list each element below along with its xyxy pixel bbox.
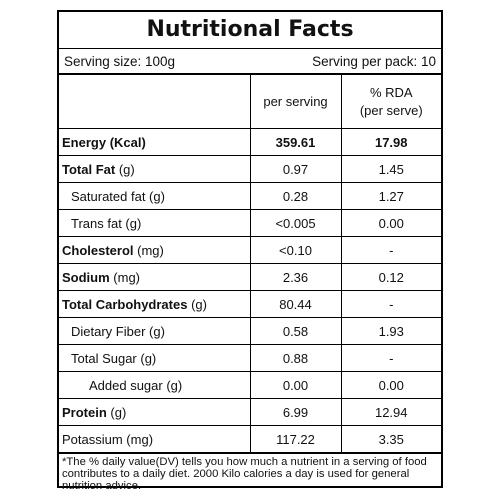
rda-value: 1.45 [340, 155, 441, 183]
nutrient-name: Cholesterol (mg) [59, 236, 251, 264]
table-row: Potassium (mg) 117.22 3.35 [59, 425, 441, 453]
nutrient-name: Potassium (mg) [59, 425, 251, 453]
header-rda: % RDA (per serve) [340, 75, 441, 129]
nutrient-name: Total Fat (g) [59, 155, 251, 183]
header-per-serving-label: per serving [263, 93, 328, 109]
rda-value: 17.98 [340, 128, 441, 156]
per-serving-value: 2.36 [249, 263, 342, 291]
rda-value: - [340, 236, 441, 264]
nutrient-name: Sodium (mg) [59, 263, 251, 291]
per-serving-value: 0.00 [249, 371, 342, 399]
rda-value: 1.93 [340, 317, 441, 345]
nutrient-name: Saturated fat (g) [59, 182, 251, 210]
serving-size: Serving size: 100g [64, 53, 176, 69]
per-serving-value: 0.28 [249, 182, 342, 210]
per-serving-value: 6.99 [249, 398, 342, 426]
rda-value: 12.94 [340, 398, 441, 426]
header-rda-line2: (per serve) [359, 102, 423, 118]
table-row: Total Carbohydrates (g) 80.44 - [59, 290, 441, 318]
nutrient-name: Energy (Kcal) [59, 128, 251, 156]
per-serving-value: <0.005 [249, 209, 342, 237]
table-row: Sodium (mg) 2.36 0.12 [59, 263, 441, 291]
nutrient-name: Trans fat (g) [59, 209, 251, 237]
per-serving-value: 359.61 [249, 128, 342, 156]
label-title: Nutritional Facts [59, 12, 441, 49]
nutrient-name: Added sugar (g) [59, 371, 251, 399]
nutrient-name: Protein (g) [59, 398, 251, 426]
nutrient-name: Total Carbohydrates (g) [59, 290, 251, 318]
nutrient-name: Total Sugar (g) [59, 344, 251, 372]
rda-value: 0.00 [340, 209, 441, 237]
nutrition-facts-label: Nutritional Facts Serving size: 100g Ser… [57, 10, 443, 492]
rda-value: - [340, 290, 441, 318]
footnote: *The % daily value(DV) tells you how muc… [59, 453, 441, 492]
per-serving-value: 0.88 [249, 344, 342, 372]
rda-value: - [340, 344, 441, 372]
table-row: Saturated fat (g) 0.28 1.27 [59, 182, 441, 210]
table-row: Added sugar (g) 0.00 0.00 [59, 371, 441, 399]
table-row: Total Sugar (g) 0.88 - [59, 344, 441, 372]
serving-info: Serving size: 100g Serving per pack: 10 [59, 49, 441, 75]
rda-value: 0.00 [340, 371, 441, 399]
table-row: Protein (g) 6.99 12.94 [59, 398, 441, 426]
header-per-serving: per serving [249, 75, 342, 129]
rda-value: 3.35 [340, 425, 441, 453]
per-serving-value: 117.22 [249, 425, 342, 453]
table-header-row: per serving % RDA (per serve) [59, 75, 441, 129]
table-row: Cholesterol (mg) <0.10 - [59, 236, 441, 264]
table-row: Energy (Kcal) 359.61 17.98 [59, 128, 441, 156]
rda-value: 0.12 [340, 263, 441, 291]
table-row: Total Fat (g) 0.97 1.45 [59, 155, 441, 183]
per-serving-value: 0.58 [249, 317, 342, 345]
per-serving-value: <0.10 [249, 236, 342, 264]
per-serving-value: 0.97 [249, 155, 342, 183]
table-row: Dietary Fiber (g) 0.58 1.93 [59, 317, 441, 345]
header-rda-line1: % RDA [369, 84, 413, 100]
per-serving-value: 80.44 [249, 290, 342, 318]
nutrient-name: Dietary Fiber (g) [59, 317, 251, 345]
header-blank-cell [59, 75, 251, 129]
nutrition-table: per serving % RDA (per serve) Energy (Kc… [59, 75, 441, 453]
rda-value: 1.27 [340, 182, 441, 210]
table-row: Trans fat (g) <0.005 0.00 [59, 209, 441, 237]
serving-per-pack: Serving per pack: 10 [312, 53, 436, 69]
